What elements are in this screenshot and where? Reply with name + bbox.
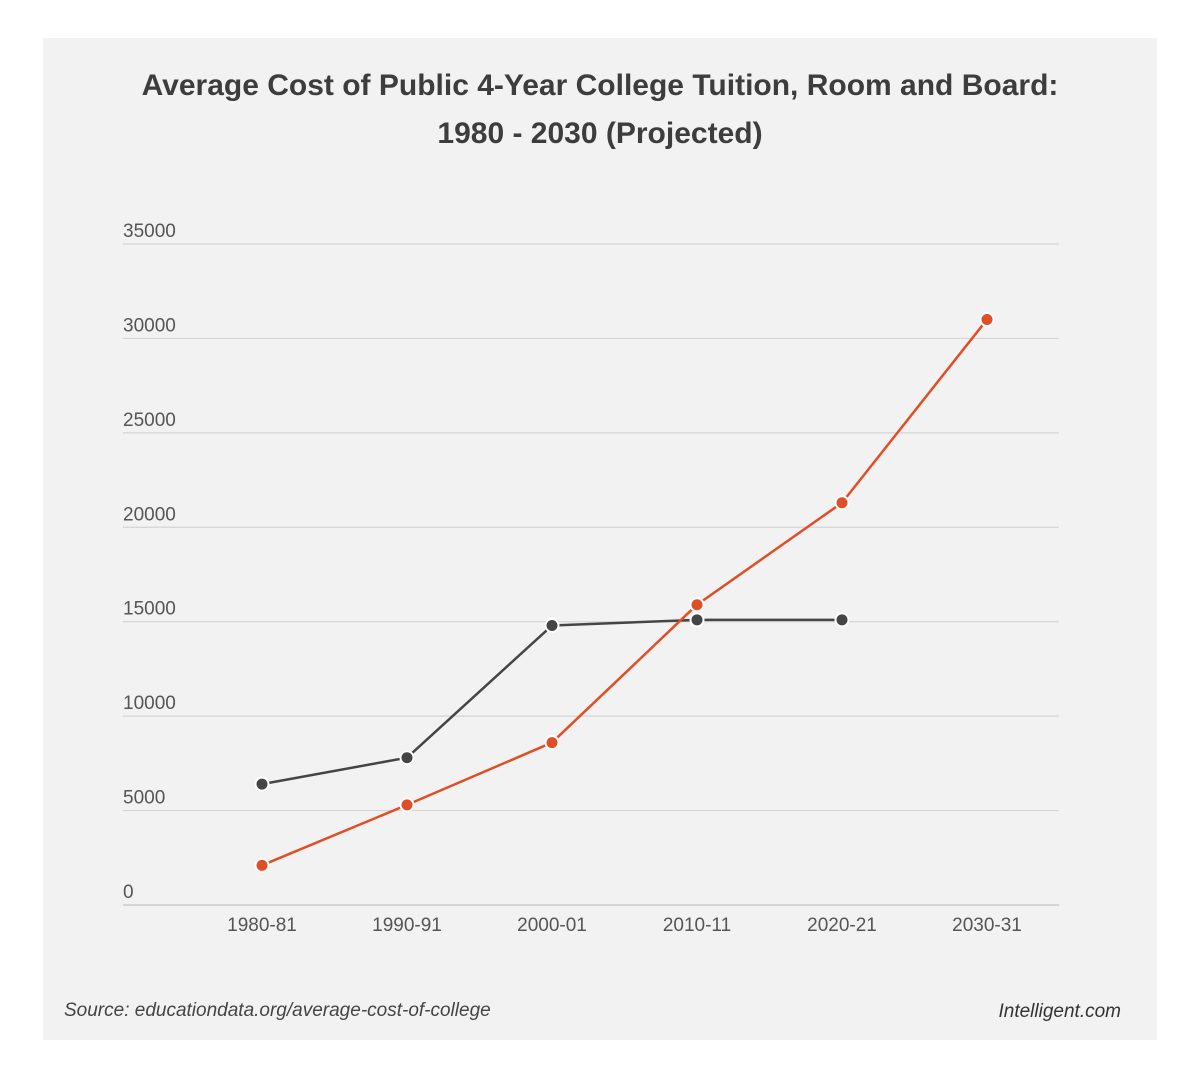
- series-1-line: [260, 618, 844, 786]
- series-1-point: [689, 612, 705, 628]
- x-tick-label: 2000-01: [517, 915, 587, 936]
- series-2-point: [544, 735, 560, 751]
- series-lines: [260, 318, 989, 867]
- x-tick-label: 2010-11: [663, 915, 731, 936]
- series-2-line: [260, 318, 989, 867]
- y-tick-label: 30000: [123, 315, 176, 336]
- chart-title-line-1: Average Cost of Public 4-Year College Tu…: [141, 69, 1059, 102]
- x-tick-label: 1980-81: [227, 915, 297, 936]
- series-2-point: [689, 597, 705, 613]
- y-tick-label: 0: [123, 882, 134, 903]
- series-1-point: [399, 750, 415, 766]
- y-tick-label: 20000: [123, 504, 176, 525]
- series-2-point: [834, 495, 850, 511]
- y-tick-label: 25000: [123, 410, 176, 431]
- series-points: [254, 312, 995, 873]
- series-1-point: [544, 617, 560, 633]
- series-2-point: [399, 797, 415, 813]
- y-tick-label: 10000: [123, 693, 176, 714]
- source-note: Source: educationdata.org/average-cost-o…: [64, 1000, 491, 1021]
- chart-card: [43, 38, 1157, 1040]
- chart-title-line-2: 1980 - 2030 (Projected): [437, 117, 763, 150]
- y-tick-label: 5000: [123, 788, 165, 809]
- y-tick-labels: 35000 30000 25000 20000 15000 10000 5000 0: [123, 221, 176, 903]
- chart-title: Average Cost of Public 4-Year College Tu…: [0, 62, 1200, 158]
- y-tick-label: 15000: [123, 599, 176, 620]
- series-1-point: [254, 776, 270, 792]
- x-tick-labels: 1980-81 1990-91 2000-01 2010-11 2020-21 2030-…: [227, 915, 1022, 936]
- grid-lines: [123, 243, 1059, 906]
- x-tick-label: 2020-21: [807, 915, 877, 936]
- x-tick-label: 1990-91: [372, 915, 442, 936]
- series-1-point: [834, 612, 850, 628]
- series-2-point: [254, 857, 270, 873]
- brand-label: Intelligent.com: [998, 1001, 1121, 1022]
- y-tick-label: 35000: [123, 221, 176, 242]
- x-tick-label: 2030-31: [952, 915, 1022, 936]
- series-2-point: [979, 312, 995, 328]
